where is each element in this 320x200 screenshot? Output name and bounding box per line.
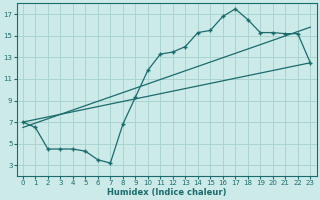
X-axis label: Humidex (Indice chaleur): Humidex (Indice chaleur) [107,188,226,197]
